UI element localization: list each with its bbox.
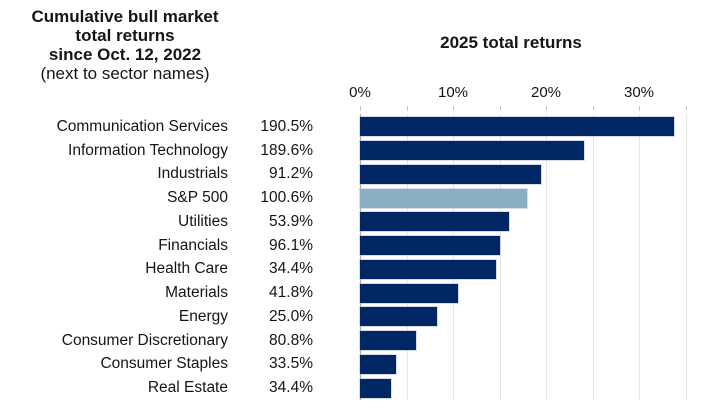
x-axis-tick-mark	[685, 106, 687, 111]
x-axis-tick-mark	[639, 106, 640, 111]
sector-row: Real Estate 34.4%	[0, 376, 718, 400]
sector-row: Energy 25.0%	[0, 305, 718, 329]
cumulative-return-value: 96.1%	[269, 236, 313, 254]
cumulative-return-value: 34.4%	[269, 260, 313, 278]
gridline	[639, 114, 640, 400]
sector-row: Consumer Discretionary 80.8%	[0, 329, 718, 353]
x-axis-tick-label: 0%	[349, 84, 371, 101]
gridline	[499, 114, 501, 400]
x-axis-tick-mark	[360, 106, 361, 111]
total-return-bar	[360, 117, 675, 137]
sector-name-label: Financials	[158, 236, 228, 254]
x-axis-tick-mark	[453, 106, 454, 111]
cumulative-return-value: 33.5%	[269, 355, 313, 373]
gridline	[453, 114, 454, 400]
gridline	[406, 114, 408, 400]
cumulative-return-value: 34.4%	[269, 379, 313, 397]
sector-row: Materials 41.8%	[0, 281, 718, 305]
sector-row: Consumer Staples 33.5%	[0, 353, 718, 377]
left-title-line: since Oct. 12, 2022	[48, 45, 202, 64]
cumulative-return-value: 189.6%	[260, 141, 313, 159]
left-title-line: Cumulative bull market	[31, 7, 219, 26]
sector-name-label: Materials	[165, 284, 228, 302]
sector-name-label: Consumer Staples	[100, 355, 228, 373]
total-return-bar	[360, 141, 585, 161]
cumulative-return-value: 190.5%	[260, 117, 313, 135]
x-axis-tick-mark	[499, 106, 501, 111]
chart-title: 2025 total returns	[440, 33, 582, 52]
total-return-bar	[360, 354, 397, 374]
cumulative-return-value: 41.8%	[269, 284, 313, 302]
plot-area	[360, 106, 700, 400]
total-return-bar	[360, 164, 542, 184]
sector-name-label: Communication Services	[56, 117, 228, 135]
gridline	[546, 114, 547, 400]
cumulative-return-value: 91.2%	[269, 165, 313, 183]
sector-name-label: Real Estate	[147, 379, 228, 397]
sector-name-label: S&P 500	[167, 189, 228, 207]
sector-row: Financials 96.1%	[0, 234, 718, 258]
gridline	[592, 114, 594, 400]
x-axis-tick-label: 10%	[437, 84, 469, 101]
cumulative-return-value: 80.8%	[269, 331, 313, 349]
sector-row: Industrials 91.2%	[0, 163, 718, 187]
sector-name-label: Industrials	[157, 165, 228, 183]
total-return-bar	[360, 378, 391, 398]
x-axis-tick-mark	[406, 106, 408, 111]
cumulative-return-value: 100.6%	[260, 189, 313, 207]
cumulative-return-value: 53.9%	[269, 212, 313, 230]
total-return-bar	[360, 212, 509, 232]
sector-name-label: Utilities	[178, 212, 228, 230]
total-return-bar	[360, 283, 458, 303]
zero-baseline	[360, 114, 361, 400]
sector-row: S&P 500 100.6%	[0, 186, 718, 210]
sp500-highlight-bar	[360, 188, 528, 208]
sector-name-label: Information Technology	[68, 141, 228, 159]
total-return-bar	[360, 307, 438, 327]
sector-row: Information Technology 189.6%	[0, 139, 718, 163]
sector-name-label: Health Care	[145, 260, 228, 278]
sector-name-label: Consumer Discretionary	[61, 331, 228, 349]
x-axis-tick-label: 30%	[623, 84, 655, 101]
sector-rows: Communication Services 190.5% Informatio…	[0, 115, 718, 400]
sector-row: Health Care 34.4%	[0, 258, 718, 282]
total-return-bar	[360, 236, 500, 256]
sector-row: Utilities 53.9%	[0, 210, 718, 234]
left-title-subtitle: (next to sector names)	[40, 64, 210, 83]
x-axis-tick-mark	[546, 106, 547, 111]
cumulative-return-value: 25.0%	[269, 307, 313, 325]
x-axis-tick-mark	[592, 106, 594, 111]
sector-row: Communication Services 190.5%	[0, 115, 718, 139]
x-axis-tick-label: 20%	[530, 84, 562, 101]
sector-name-label: Energy	[178, 307, 228, 325]
total-return-bar	[360, 331, 416, 351]
left-chart-title: Cumulative bull market total returns sin…	[0, 7, 250, 83]
total-return-bar	[360, 259, 496, 279]
left-title-line: total returns	[75, 26, 175, 45]
gridline	[685, 114, 687, 400]
